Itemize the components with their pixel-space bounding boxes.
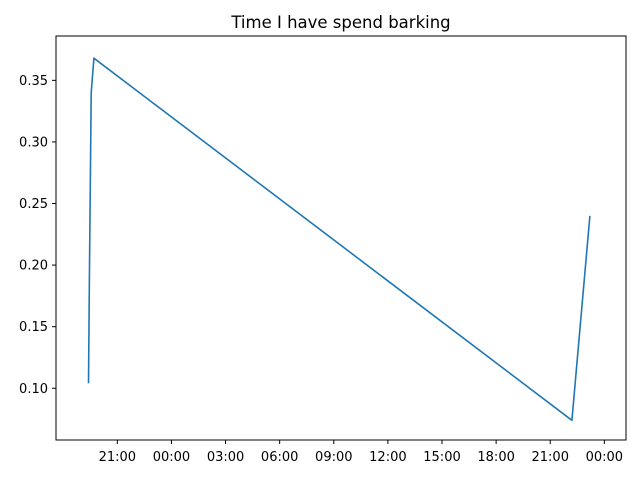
- series-layer: [87, 57, 591, 422]
- y-tick-label: 0.10: [19, 382, 48, 397]
- x-tick-label: 15:00: [423, 450, 460, 465]
- y-tick-label: 0.25: [19, 197, 48, 212]
- x-tick-label: 12:00: [369, 450, 406, 465]
- x-tick-label: 00:00: [153, 450, 190, 465]
- x-tick-label: 21:00: [532, 450, 569, 465]
- chart-title: Time I have spend barking: [230, 13, 450, 32]
- plot-frame: [55, 35, 627, 441]
- x-tick-label: 03:00: [207, 450, 244, 465]
- x-tick-label: 09:00: [315, 450, 352, 465]
- y-axis: 0.10 0.15 0.20 0.25 0.30 0.35: [19, 74, 56, 397]
- y-tick-label: 0.15: [19, 320, 48, 335]
- x-tick-label: 00:00: [586, 450, 623, 465]
- y-tick-label: 0.20: [19, 259, 48, 274]
- x-tick-label: 06:00: [261, 450, 298, 465]
- y-tick-label: 0.30: [19, 135, 48, 150]
- x-tick-label: 21:00: [99, 450, 136, 465]
- x-tick-label: 18:00: [477, 450, 514, 465]
- plot-area: [56, 36, 626, 440]
- x-axis: 21:00 00:00 03:00 06:00 09:00 12:00 15:00 18:00…: [99, 440, 623, 465]
- series-line: [87, 57, 591, 422]
- y-tick-label: 0.35: [19, 74, 48, 89]
